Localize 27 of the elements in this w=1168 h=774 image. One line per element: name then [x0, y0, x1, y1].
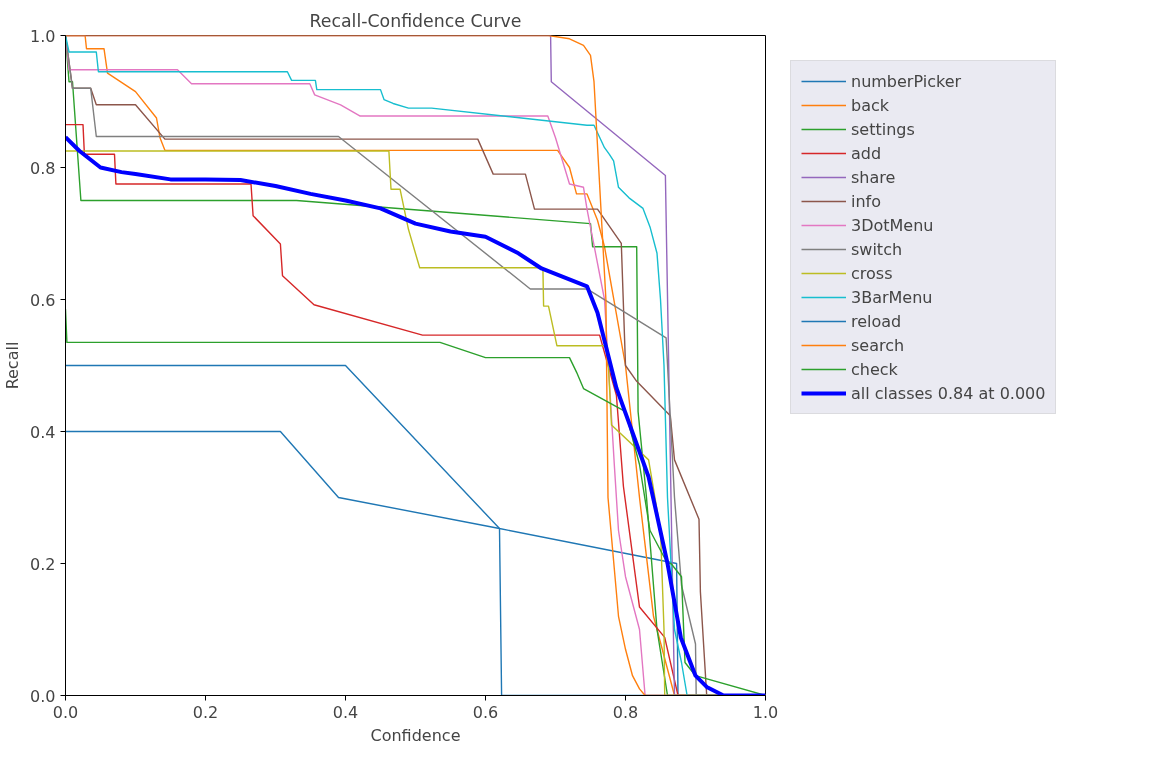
legend-label: all classes 0.84 at 0.000 [851, 383, 1046, 403]
x-tick-label: 0.8 [612, 702, 639, 722]
x-tick-label: 0.4 [332, 702, 359, 722]
x-tick-label: 1.0 [752, 702, 779, 722]
legend-label: switch [851, 239, 903, 259]
y-axis-title: Recall [3, 341, 23, 390]
legend-label: cross [851, 263, 893, 283]
x-tick-label: 0.6 [472, 702, 499, 722]
legend-label: search [851, 335, 905, 355]
legend-label: 3DotMenu [851, 215, 934, 235]
x-tick-label: 0.2 [192, 702, 219, 722]
legend-label: share [851, 167, 896, 187]
y-tick-label: 0.4 [30, 422, 56, 442]
y-tick-label: 0.8 [30, 158, 56, 178]
legend-label: check [851, 359, 898, 379]
legend-label: settings [851, 119, 915, 139]
legend-label: reload [851, 311, 902, 331]
legend-label: add [851, 143, 882, 163]
legend-label: numberPicker [851, 71, 962, 91]
legend-label: info [851, 191, 882, 211]
legend-label: 3BarMenu [851, 287, 933, 307]
y-tick-label: 0.2 [30, 554, 56, 574]
legend-label: back [851, 95, 890, 115]
x-axis-title: Confidence [370, 725, 461, 745]
y-tick-label: 0.6 [30, 290, 56, 310]
chart-title: Recall-Confidence Curve [309, 10, 522, 31]
y-tick-label: 1.0 [30, 26, 56, 46]
